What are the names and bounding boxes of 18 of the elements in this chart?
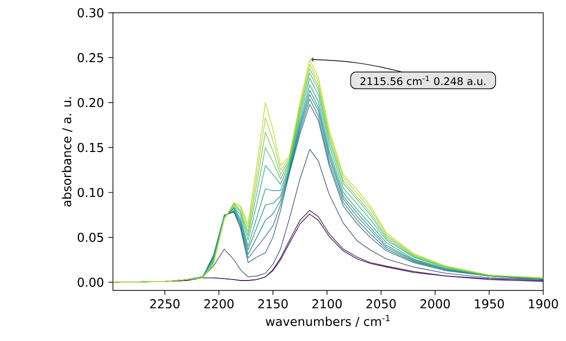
y-tick-label: 0.05: [78, 232, 104, 242]
x-tick-label: 1900: [529, 299, 558, 309]
x-axis-title: wavenumbers / cm$^{-1}$: [266, 315, 390, 328]
x-tick-label: 2250: [150, 299, 180, 309]
x-tick-label: 2200: [204, 299, 234, 309]
y-tick-label: 0.15: [78, 143, 104, 152]
x-tick-label: 2100: [312, 299, 342, 309]
y-axis-title: absorbance / a. u.: [62, 97, 72, 207]
x-tick-label: 2150: [258, 299, 288, 309]
y-tick-label: 0.20: [78, 98, 104, 108]
x-tick-label: 2050: [366, 299, 396, 309]
y-tick-label: 0.00: [78, 278, 104, 288]
annotation: 2115.56 cm$^{-1}$ 0.248 a.u.: [360, 76, 486, 86]
y-tick-label: 0.30: [78, 8, 104, 18]
x-tick-label: 2000: [420, 299, 450, 309]
y-tick-label: 0.25: [78, 53, 104, 62]
y-tick-label: 0.10: [78, 188, 104, 198]
x-tick-label: 1950: [474, 299, 504, 309]
